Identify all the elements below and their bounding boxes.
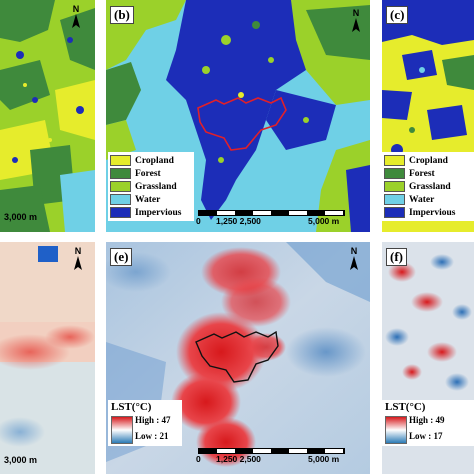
land-cover-legend-b: Cropland Forest Grassland Water Impervio… <box>108 152 194 221</box>
lst-high-label: High : 49 <box>409 415 445 425</box>
legend-label: Cropland <box>135 155 174 166</box>
legend-item-impervious: Impervious <box>382 206 474 219</box>
legend-label: Cropland <box>409 155 448 166</box>
panel-b-land-cover-map: (b) N Cropland Forest Grassland Water Im… <box>106 0 370 232</box>
lst-legend-f: LST(°C) High : 49 Low : 17 <box>382 400 474 446</box>
scalebar-e-bar <box>198 448 345 454</box>
lst-low-label: Low : 17 <box>409 431 443 441</box>
north-arrow-e: N <box>346 246 362 272</box>
scalebar-e-mid: 1,250 2,500 <box>216 454 261 464</box>
legend-swatch <box>384 155 405 166</box>
scalebar-e: 0 1,250 2,500 5,000 m <box>196 448 348 470</box>
lst-colorbar <box>385 416 407 444</box>
legend-swatch <box>110 194 131 205</box>
legend-label: Impervious <box>409 207 456 218</box>
scalebar-d-label: 3,000 m <box>4 455 38 465</box>
lst-legend-body: High : 47 Low : 21 <box>108 414 182 444</box>
legend-swatch <box>110 181 131 192</box>
north-label: N <box>72 4 80 14</box>
north-arrow-icon <box>72 14 80 28</box>
scalebar-b-bar <box>198 210 345 216</box>
north-arrow-d: N <box>70 246 86 272</box>
scalebar-b: 0 1,250 2,500 5,000 m <box>196 210 348 230</box>
panel-c-label: (c) <box>386 6 409 24</box>
legend-label: Grassland <box>135 181 177 192</box>
legend-swatch <box>384 194 405 205</box>
panel-b-label: (b) <box>110 6 134 24</box>
north-arrow-icon <box>352 18 360 32</box>
legend-swatch <box>110 155 131 166</box>
north-arrow-b: N <box>348 8 364 34</box>
scalebar-a-label: 3,000 m <box>4 212 38 222</box>
panel-d-lst-map: N 3,000 m <box>0 242 95 474</box>
legend-item-cropland: Cropland <box>108 154 194 167</box>
lst-legend-e: LST(°C) High : 47 Low : 21 <box>108 400 182 446</box>
land-cover-legend-c: Cropland Forest Grassland Water Impervio… <box>382 152 474 221</box>
legend-item-forest: Forest <box>382 167 474 180</box>
scalebar-b-mid: 1,250 2,500 <box>216 216 261 226</box>
legend-label: Water <box>135 194 161 205</box>
panel-c-map <box>382 0 474 232</box>
scalebar-e-end: 5,000 m <box>308 454 340 464</box>
panel-a-map <box>0 0 95 232</box>
north-arrow-a: N <box>68 4 84 30</box>
legend-label: Forest <box>135 168 161 179</box>
panel-a-land-cover-map: N 3,000 m <box>0 0 95 232</box>
lst-legend-body: High : 49 Low : 17 <box>382 414 474 444</box>
north-label: N <box>352 8 360 18</box>
legend-swatch <box>110 168 131 179</box>
scalebar-b-end: 5,000 m <box>308 216 340 226</box>
legend-item-water: Water <box>108 193 194 206</box>
scalebar-e-zero: 0 <box>196 454 201 464</box>
north-arrow-icon <box>350 256 358 270</box>
lst-low-label: Low : 21 <box>135 431 169 441</box>
north-arrow-icon <box>74 256 82 270</box>
lst-colorbar <box>111 416 133 444</box>
legend-item-grassland: Grassland <box>108 180 194 193</box>
legend-item-water: Water <box>382 193 474 206</box>
legend-label: Grassland <box>409 181 451 192</box>
legend-swatch <box>110 207 131 218</box>
legend-item-forest: Forest <box>108 167 194 180</box>
panel-e-label: (e) <box>110 248 133 266</box>
legend-label: Impervious <box>135 207 182 218</box>
scalebar-a: 3,000 m <box>4 212 37 222</box>
panel-d-map <box>0 242 95 474</box>
lst-legend-title: LST(°C) <box>111 401 152 413</box>
panel-b-map <box>106 0 370 232</box>
scalebar-b-zero: 0 <box>196 216 201 226</box>
panel-c-land-cover-map: (c) Cropland Forest Grassland Water Impe… <box>382 0 474 232</box>
scalebar-d: 3,000 m <box>4 455 37 465</box>
legend-label: Water <box>409 194 435 205</box>
legend-item-grassland: Grassland <box>382 180 474 193</box>
legend-swatch <box>384 181 405 192</box>
lst-legend-title: LST(°C) <box>385 401 426 413</box>
legend-swatch <box>384 168 405 179</box>
north-label: N <box>350 246 358 256</box>
north-label: N <box>74 246 82 256</box>
legend-label: Forest <box>409 168 435 179</box>
legend-item-cropland: Cropland <box>382 154 474 167</box>
panel-e-lst-map: (e) N LST(°C) High : 47 Low : 21 0 1,250… <box>106 242 370 474</box>
panel-f-lst-map: (f) LST(°C) High : 49 Low : 17 <box>382 242 474 474</box>
lst-high-label: High : 47 <box>135 415 171 425</box>
legend-swatch <box>384 207 405 218</box>
panel-f-label: (f) <box>386 248 407 266</box>
legend-item-impervious: Impervious <box>108 206 194 219</box>
